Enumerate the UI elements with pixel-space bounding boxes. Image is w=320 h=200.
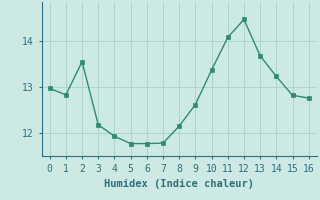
X-axis label: Humidex (Indice chaleur): Humidex (Indice chaleur) — [104, 179, 254, 189]
